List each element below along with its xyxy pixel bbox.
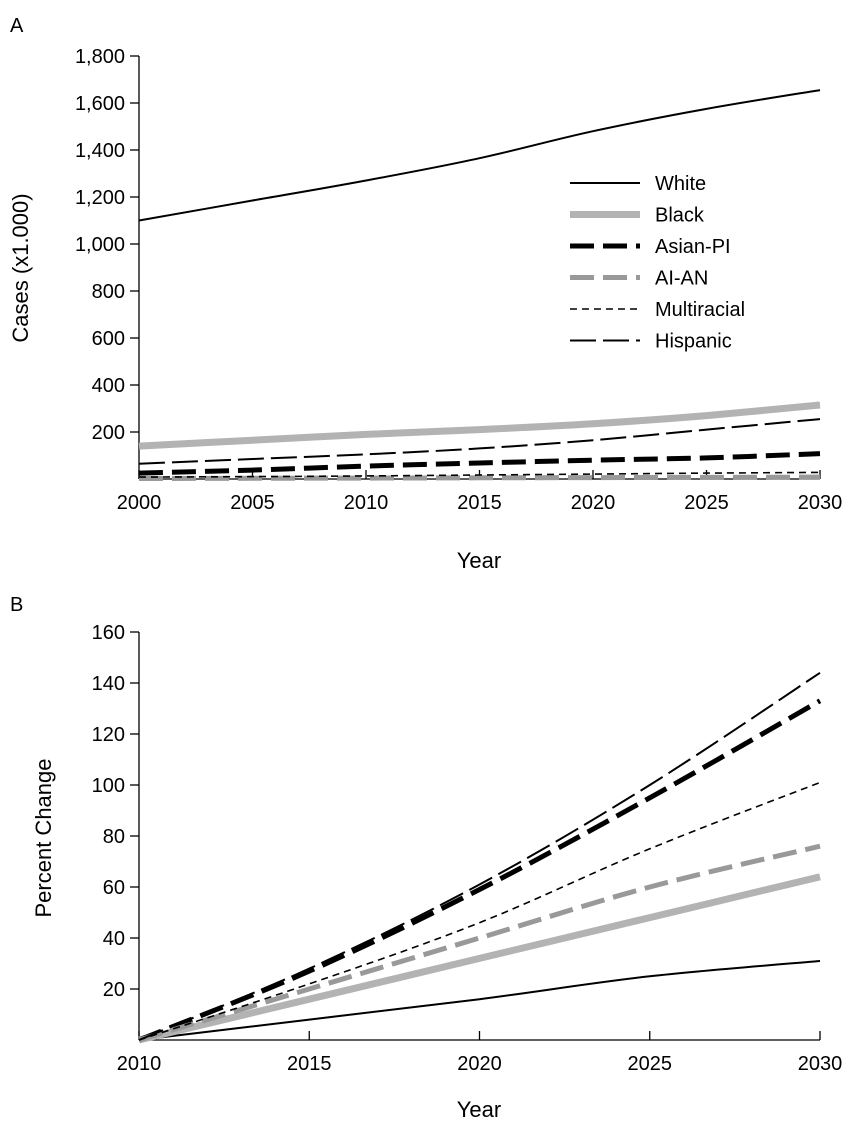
panel-a-ticks: 200 400 600 800 1,000 1,200 1,400 1,600 1,800 200… bbox=[75, 46, 842, 514]
panel-a-x-axis-label: Year bbox=[457, 548, 501, 573]
panel-b-series-white bbox=[138, 960, 821, 1041]
panel-a-y-tick-label: 1,400 bbox=[75, 140, 125, 162]
panel-a-x-tick-label: 2020 bbox=[571, 492, 616, 514]
panel-a-legend: White Black Asian-PI AI-AN Multiracial Hispan… bbox=[570, 173, 745, 353]
legend-label-hispanic: Hispanic bbox=[655, 331, 732, 353]
panel-a-series-hispanic bbox=[138, 418, 821, 465]
legend-label-multiracial: Multiracial bbox=[655, 299, 745, 321]
panel-a: A Cases (x1.000) Year 200 400 600 800 1,000 1… bbox=[8, 15, 842, 573]
panel-a-x-tick-label: 2010 bbox=[344, 492, 389, 514]
panel-a-y-tick-label: 1,800 bbox=[75, 46, 125, 68]
panel-b-y-tick-label: 40 bbox=[103, 928, 125, 950]
legend-label-ai-an: AI-AN bbox=[655, 268, 708, 290]
panel-a-x-tick-label: 2030 bbox=[798, 492, 843, 514]
panel-b-y-tick-label: 140 bbox=[92, 673, 125, 695]
panel-a-y-tick-label: 200 bbox=[92, 422, 125, 444]
panel-b-y-tick-label: 160 bbox=[92, 622, 125, 644]
panel-a-y-tick-label: 1,600 bbox=[75, 93, 125, 115]
panel-b-y-tick-label: 60 bbox=[103, 877, 125, 899]
panel-a-x-tick-label: 2000 bbox=[117, 492, 162, 514]
panel-b-x-axis-label: Year bbox=[457, 1097, 501, 1122]
legend-label-white: White bbox=[655, 173, 706, 195]
panel-b-y-tick-label: 100 bbox=[92, 775, 125, 797]
panel-a-series-multiracial bbox=[138, 471, 821, 478]
panel-b-series bbox=[138, 671, 822, 1044]
panel-a-y-tick-label: 600 bbox=[92, 328, 125, 350]
panel-b-y-axis-label: Percent Change bbox=[31, 759, 56, 918]
panel-a-y-tick-label: 400 bbox=[92, 375, 125, 397]
panel-a-y-tick-label: 800 bbox=[92, 281, 125, 303]
panel-a-series bbox=[138, 89, 821, 481]
panel-b: B Percent Change Year 20 40 60 80 100 120 140 1… bbox=[10, 594, 842, 1122]
legend-label-asian-pi: Asian-PI bbox=[655, 236, 731, 258]
panel-a-series-asian-pi bbox=[138, 451, 821, 476]
panel-a-series-ai-an bbox=[138, 474, 821, 481]
panel-b-x-tick-label: 2025 bbox=[628, 1053, 673, 1075]
panel-a-y-tick-label: 1,200 bbox=[75, 187, 125, 209]
panel-b-x-tick-label: 2015 bbox=[287, 1053, 332, 1075]
panel-a-x-tick-label: 2005 bbox=[230, 492, 275, 514]
panel-a-x-tick-label: 2025 bbox=[684, 492, 729, 514]
panel-b-y-tick-label: 20 bbox=[103, 979, 125, 1001]
panel-a-series-white bbox=[138, 89, 821, 222]
panel-b-x-tick-label: 2020 bbox=[457, 1053, 502, 1075]
panel-a-label: A bbox=[10, 15, 24, 37]
panel-a-y-tick-label: 1,000 bbox=[75, 234, 125, 256]
panel-b-series-black bbox=[138, 873, 821, 1044]
panel-b-series-asian-pi bbox=[138, 698, 822, 1043]
panel-b-series-ai-an bbox=[138, 843, 821, 1043]
panel-b-x-tick-label: 2030 bbox=[798, 1053, 843, 1075]
panel-b-label: B bbox=[10, 594, 23, 616]
panel-a-y-axis-label: Cases (x1.000) bbox=[8, 193, 33, 342]
panel-b-series-multiracial bbox=[138, 781, 821, 1041]
panel-b-y-tick-label: 120 bbox=[92, 724, 125, 746]
panel-a-x-tick-label: 2015 bbox=[457, 492, 502, 514]
panel-a-series-black bbox=[138, 401, 821, 450]
panel-b-series-hispanic bbox=[138, 671, 821, 1041]
legend-label-black: Black bbox=[655, 205, 705, 227]
panel-b-y-tick-label: 80 bbox=[103, 826, 125, 848]
panel-b-x-tick-label: 2010 bbox=[117, 1053, 162, 1075]
panel-b-ticks: 20 40 60 80 100 120 140 160 2010 2015 2020 2025 2030 bbox=[92, 622, 843, 1075]
